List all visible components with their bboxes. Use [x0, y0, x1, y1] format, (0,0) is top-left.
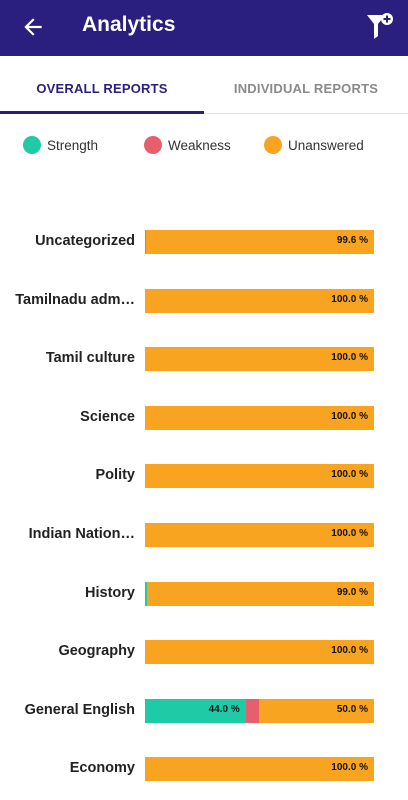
topic-name: Indian Nation…: [28, 526, 135, 542]
unanswered-segment: 100.0 %: [145, 288, 374, 313]
unanswered-value-label: 100.0 %: [331, 410, 368, 422]
topic-bar[interactable]: 100.0 %: [145, 347, 374, 372]
unanswered-value-label: 100.0 %: [331, 528, 368, 539]
weakness-dot-icon: [144, 136, 162, 154]
topic-bar[interactable]: 100.0 %: [145, 640, 374, 665]
topic-name: History: [85, 584, 135, 601]
tab-overall-reports[interactable]: OVERALL REPORTS: [36, 80, 168, 96]
unanswered-segment: 100.0 %: [145, 464, 374, 489]
topic-name: Tamilnadu adm…: [15, 291, 135, 308]
active-tab-indicator: [0, 111, 204, 114]
strength-segment: [145, 230, 146, 254]
topic-row[interactable]: Geography 100.0 %: [0, 640, 408, 665]
topic-bar[interactable]: 100.0 %: [145, 464, 374, 489]
legend-strength: Strength: [23, 136, 98, 154]
topic-row[interactable]: Tamil culture 100.0 %: [0, 347, 408, 372]
legend-label: Unanswered: [288, 137, 364, 153]
topic-bar[interactable]: 100.0 %: [145, 405, 374, 430]
topic-row[interactable]: General English 44.0 % 50.0 %: [0, 698, 408, 723]
unanswered-value-label: 100.0 %: [331, 762, 368, 774]
topic-row[interactable]: Polity 100.0 %: [0, 464, 408, 489]
weakness-segment: [245, 698, 260, 723]
unanswered-segment: 99.0 %: [147, 581, 374, 606]
topic-row[interactable]: Tamilnadu adm… 100.0 %: [0, 288, 408, 313]
app-bar: Analytics: [0, 0, 408, 56]
topic-bar[interactable]: 100.0 %: [145, 288, 374, 313]
topic-bar[interactable]: 99.6 %: [145, 230, 374, 254]
unanswered-value-label: 100.0 %: [331, 645, 368, 657]
topic-name: General English: [24, 701, 135, 718]
chart-legend: Strength Weakness Unanswered: [0, 136, 408, 156]
topic-name: Economy: [69, 760, 135, 777]
strength-value-label: 44.0 %: [208, 703, 240, 715]
strength-dot-icon: [23, 136, 41, 154]
topic-row[interactable]: Indian Nation… 100.0 %: [0, 523, 408, 547]
topic-bar[interactable]: 99.0 %: [145, 581, 374, 606]
unanswered-dot-icon: [264, 136, 282, 154]
unanswered-value-label: 99.6 %: [336, 235, 368, 246]
topic-row[interactable]: History 99.0 %: [0, 581, 408, 606]
topic-name: Science: [80, 408, 135, 425]
report-tabs: OVERALL REPORTS INDIVIDUAL REPORTS: [0, 62, 408, 114]
arrow-back-icon[interactable]: [20, 14, 46, 40]
topic-name: Uncategorized: [35, 233, 135, 249]
filter-add-icon[interactable]: [366, 12, 394, 42]
unanswered-value-label: 50.0 %: [336, 703, 368, 715]
legend-label: Weakness: [168, 137, 231, 153]
topic-row[interactable]: Economy 100.0 %: [0, 757, 408, 782]
unanswered-segment: 50.0 %: [259, 698, 374, 723]
unanswered-segment: 100.0 %: [145, 640, 374, 665]
unanswered-segment: 99.6 %: [145, 230, 374, 254]
topic-bar[interactable]: 100.0 %: [145, 757, 374, 782]
unanswered-value-label: 100.0 %: [331, 293, 368, 305]
topic-row[interactable]: Uncategorized 99.6 %: [0, 230, 408, 254]
unanswered-segment: 100.0 %: [145, 757, 374, 782]
legend-unanswered: Unanswered: [264, 136, 364, 154]
topic-name: Polity: [95, 467, 135, 484]
topic-name: Tamil culture: [45, 350, 135, 367]
topic-name: Geography: [58, 643, 135, 660]
unanswered-segment: 100.0 %: [145, 523, 374, 547]
unanswered-segment: 100.0 %: [145, 347, 374, 372]
topic-bar[interactable]: 100.0 %: [145, 523, 374, 547]
strength-segment: [145, 581, 148, 606]
legend-label: Strength: [47, 137, 99, 153]
tab-individual-reports[interactable]: INDIVIDUAL REPORTS: [233, 80, 379, 96]
unanswered-value-label: 100.0 %: [331, 352, 368, 364]
page-title: Analytics: [82, 13, 176, 36]
unanswered-value-label: 99.0 %: [336, 586, 368, 598]
legend-weakness: Weakness: [144, 136, 231, 154]
strength-segment: 44.0 %: [145, 698, 246, 723]
unanswered-segment: 100.0 %: [145, 405, 374, 430]
topic-bar[interactable]: 44.0 % 50.0 %: [145, 698, 374, 723]
unanswered-value-label: 100.0 %: [331, 469, 368, 481]
topic-row[interactable]: Science 100.0 %: [0, 405, 408, 430]
